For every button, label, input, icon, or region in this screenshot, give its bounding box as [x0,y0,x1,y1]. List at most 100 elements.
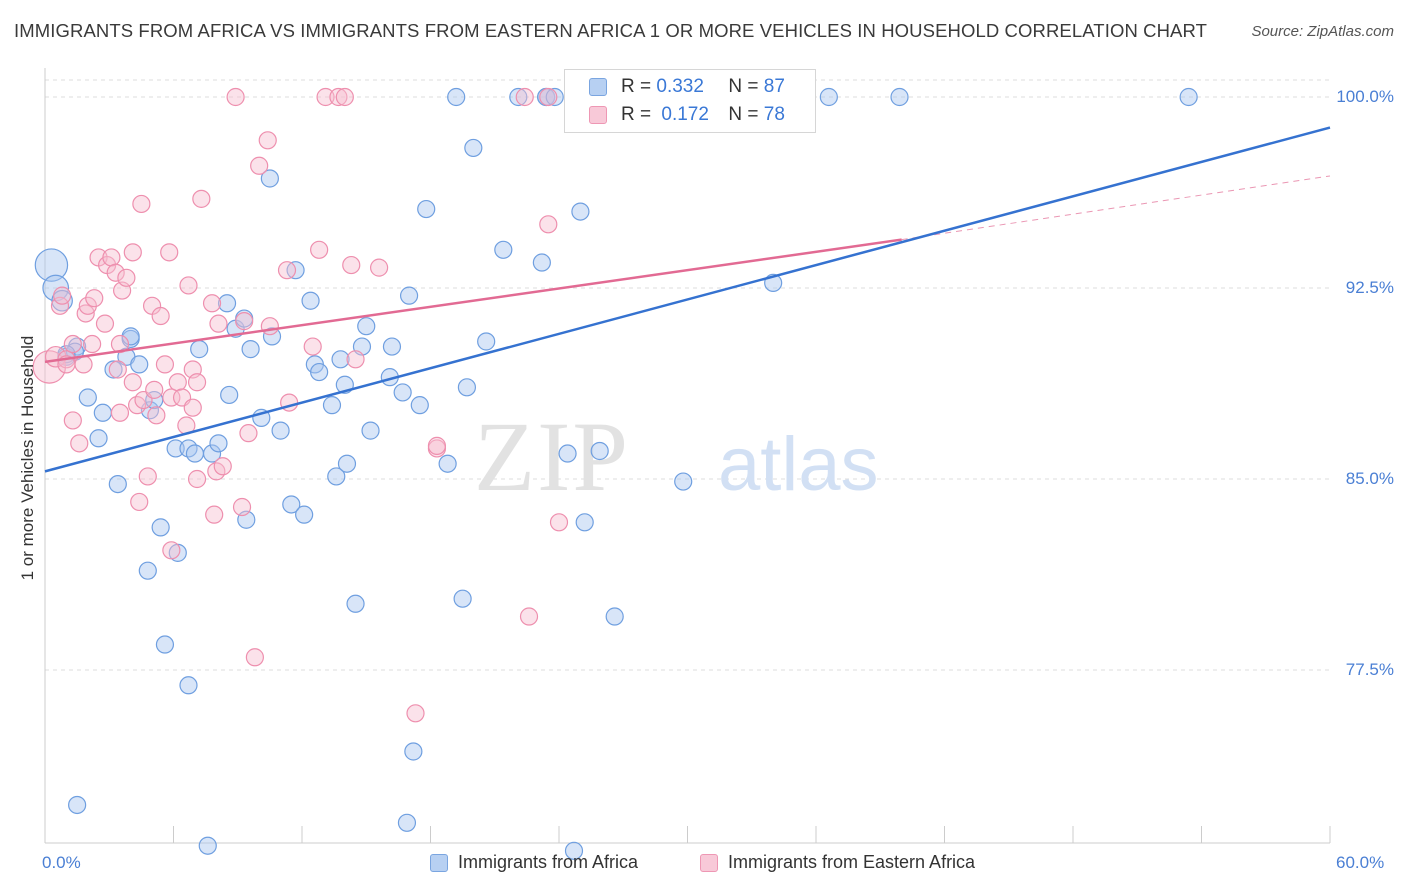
data-point [138,467,157,486]
data-point [232,497,252,517]
data-point [890,87,909,107]
data-point [346,594,365,613]
legend-row-africa: R = 0.332 N = 87 [589,75,785,99]
legend-r-label: R = [621,104,652,125]
data-point [155,635,175,654]
data-point [179,676,198,695]
data-point [564,841,584,860]
data-point [295,505,314,524]
data-point [397,813,417,832]
data-point [453,589,472,608]
data-point [63,334,82,354]
data-point [241,340,260,359]
data-point [303,337,322,356]
data-point [209,314,228,333]
data-point [202,444,222,463]
data-point [819,87,838,107]
chart-title: IMMIGRANTS FROM AFRICA VS IMMIGRANTS FRO… [14,20,1208,41]
bottom-legend-swatch-pink [700,853,718,872]
data-point [130,355,149,374]
data-point [271,421,290,440]
data-point [277,261,297,280]
data-point [70,434,89,453]
data-point [202,294,222,313]
data-point [213,457,232,476]
data-point [187,469,207,489]
data-point [464,138,483,158]
data-point [147,406,166,425]
legend-n-value: 78 [763,104,785,125]
data-point [282,495,301,514]
data-point [187,373,207,392]
data-point [260,169,279,188]
data-point [145,380,164,399]
data-point [382,337,402,356]
data-point [327,467,346,486]
y-tick-label: 100.0% [1336,87,1394,106]
data-point [220,385,239,405]
data-point [258,131,277,150]
y-tick-label: 85.0% [1345,469,1394,488]
data-point [477,332,496,351]
data-point [151,306,170,326]
data-point [515,87,534,107]
data-point [393,383,412,402]
data-point [68,795,87,815]
y-tick-label: 77.5% [1345,660,1394,679]
data-point [198,836,217,855]
bottom-legend-label: Immigrants from Eastern Africa [728,852,976,872]
watermark: ZIP atlas [474,401,879,512]
x-tick-label: 0.0% [42,853,81,872]
data-point [399,286,419,305]
series-africa-points [34,87,1198,860]
data-point [63,411,82,430]
data-point [151,518,170,537]
data-point [166,439,185,458]
data-point [183,398,202,417]
data-point [404,742,423,761]
data-point [85,289,104,308]
data-point [346,350,365,369]
data-point [34,248,69,282]
trend-line-africa [44,126,1331,473]
data-point [519,607,539,626]
data-point [179,276,198,295]
data-point [427,436,447,455]
data-point [549,513,569,532]
legend-r-value: 0.172 [661,104,709,125]
bottom-legend-label: Immigrants from Africa [458,852,639,872]
data-point [160,243,179,262]
data-point [674,472,693,491]
data-point [217,294,237,313]
data-point [322,396,342,415]
data-point [235,312,254,331]
data-point [205,505,224,524]
data-point [78,388,97,407]
data-point [494,240,513,259]
data-point [89,429,108,448]
data-point [192,189,211,208]
data-point [361,421,380,440]
data-point [108,474,127,494]
data-point [301,291,320,310]
trend-lines [44,126,1331,473]
data-point [575,513,594,532]
stats-legend: R = 0.332 N = 87 R = 0.172 N = 78 [564,69,816,133]
legend-n-label: N = [728,76,759,97]
data-point [539,215,558,234]
trend-line-eastern-africa [44,238,902,364]
data-point [226,87,245,107]
data-point [590,441,609,461]
data-point [417,199,436,219]
data-point [155,355,175,374]
bottom-legend-africa: Immigrants from Africa [430,852,638,873]
data-point [123,243,142,262]
watermark-zip: ZIP [474,401,630,512]
data-point [558,444,577,463]
data-point [185,444,205,463]
legend-n-value: 87 [763,76,785,97]
data-point [93,403,112,422]
data-point [509,87,528,107]
data-point [51,289,73,312]
